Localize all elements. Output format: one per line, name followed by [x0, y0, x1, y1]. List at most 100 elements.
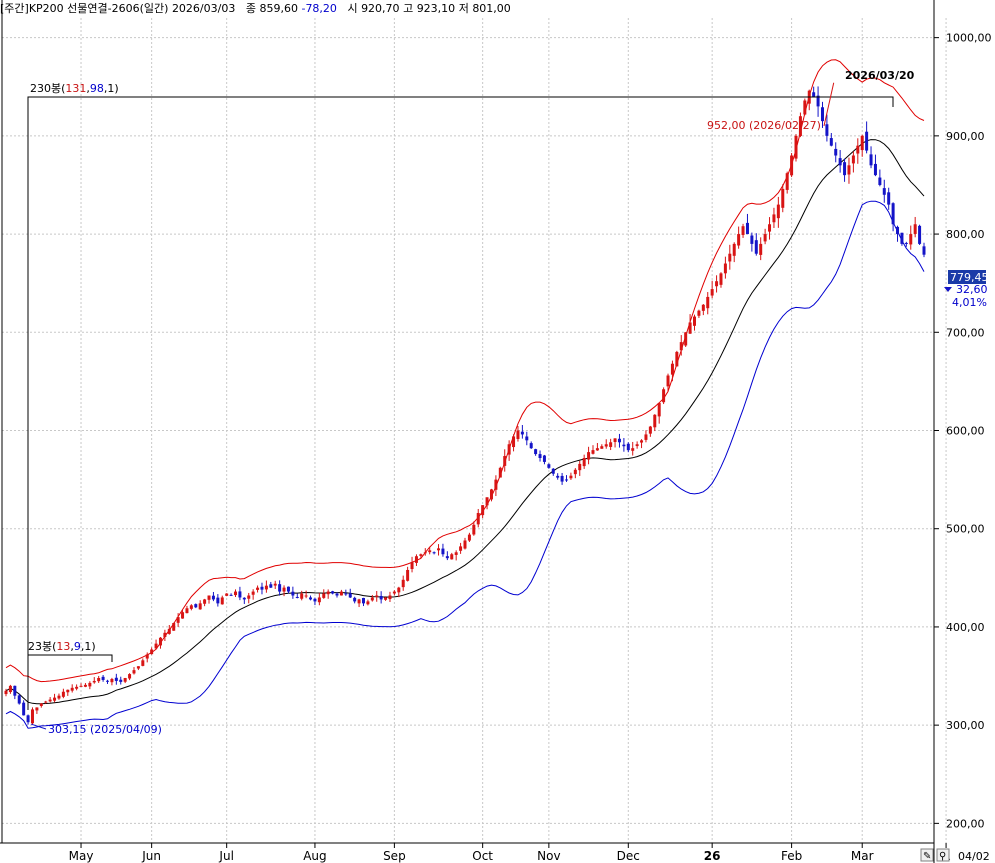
down-candle — [445, 556, 449, 559]
corner-date: 04/02 — [958, 850, 990, 863]
up-candle — [61, 691, 65, 697]
up-candle — [397, 587, 401, 593]
down-candle — [843, 162, 847, 176]
up-candle — [463, 540, 467, 549]
down-candle — [22, 702, 26, 716]
up-candle — [662, 389, 666, 403]
grid-lines — [2, 18, 947, 843]
down-candle — [119, 679, 123, 682]
up-candle — [75, 686, 79, 689]
up-candle — [472, 524, 476, 535]
edit-icon[interactable] — [920, 848, 934, 862]
down-candle — [900, 232, 904, 244]
down-candle — [106, 680, 110, 682]
up-candle — [653, 414, 657, 428]
zoom-icon-glyph: ⚲ — [939, 851, 946, 862]
high-marker-arrow — [823, 82, 835, 127]
up-candle — [57, 695, 61, 699]
up-candle — [437, 548, 441, 551]
y-tick-label: 600,00 — [946, 425, 985, 438]
down-candle — [194, 604, 198, 608]
down-candle — [295, 596, 299, 598]
high-marker-label: 952,00 (2026/02/27) — [707, 119, 821, 132]
low-value: 801,00 — [472, 2, 511, 15]
up-candle — [741, 226, 745, 235]
x-tick-label: 26 — [704, 849, 721, 863]
up-candle — [207, 595, 211, 600]
period-toggle[interactable]: [주간] — [0, 2, 29, 15]
up-candle — [189, 605, 193, 609]
down-candle — [13, 685, 17, 696]
up-candle — [88, 682, 92, 687]
up-candle — [225, 593, 229, 596]
up-candle — [635, 444, 639, 447]
up-candle — [392, 591, 396, 594]
down-candle — [865, 131, 869, 151]
down-candle — [26, 715, 30, 723]
last-price-value: 779,45 — [950, 271, 989, 284]
close-label: 종 — [245, 2, 256, 15]
low-marker-label: 303,15 (2025/04/09) — [48, 723, 162, 736]
up-candle — [670, 363, 674, 375]
down-candle — [291, 591, 295, 596]
open-label: 시 — [347, 2, 358, 15]
up-candle — [154, 643, 158, 649]
down-candle — [286, 586, 290, 592]
up-candle — [613, 438, 617, 442]
y-tick-label: 900,00 — [946, 130, 985, 143]
up-candle — [578, 463, 582, 471]
low-marker-arrow — [30, 723, 47, 730]
up-candle — [8, 685, 12, 693]
down-candle — [361, 597, 365, 604]
up-candle — [414, 556, 418, 563]
y-tick-label: 300,00 — [946, 719, 985, 732]
down-candle — [838, 158, 842, 166]
up-candle — [419, 554, 423, 556]
down-candle — [878, 177, 882, 185]
up-candle — [772, 214, 776, 223]
down-candle — [745, 222, 749, 235]
up-candle — [375, 595, 379, 597]
down-candle — [379, 595, 383, 600]
up-candle — [781, 188, 785, 208]
down-candle — [525, 436, 529, 441]
up-candle — [640, 440, 644, 443]
up-candle — [110, 678, 114, 683]
up-candle — [35, 707, 39, 711]
y-tick-label: 200,00 — [946, 817, 985, 830]
up-candle — [167, 628, 171, 634]
up-candle — [388, 595, 392, 600]
down-candle — [750, 235, 754, 244]
bar230-bracket — [27, 96, 894, 710]
down-candle — [834, 148, 838, 156]
up-candle — [300, 593, 304, 599]
down-candle — [829, 138, 833, 146]
up-candle — [30, 709, 34, 724]
up-candle — [719, 273, 723, 285]
down-candle — [542, 455, 546, 462]
up-candle — [507, 444, 511, 455]
down-candle — [432, 552, 436, 554]
up-candle — [798, 116, 802, 136]
down-candle — [335, 593, 339, 596]
x-tick-label: Oct — [472, 849, 493, 863]
up-candle — [794, 135, 798, 159]
zoom-icon[interactable] — [936, 848, 950, 862]
down-candle — [887, 192, 891, 205]
down-candle — [626, 443, 630, 451]
up-candle — [644, 434, 648, 440]
up-candle — [53, 697, 57, 701]
up-candle — [406, 569, 410, 581]
up-candle — [489, 489, 493, 500]
up-candle — [706, 296, 710, 309]
up-candle — [198, 603, 202, 610]
down-candle — [538, 454, 542, 458]
up-candle — [697, 310, 701, 316]
up-candle — [710, 289, 714, 296]
up-candle — [732, 243, 736, 256]
down-candle — [560, 475, 564, 482]
open-value: 920,70 — [361, 2, 400, 15]
up-candle — [790, 155, 794, 176]
down-candle — [114, 677, 118, 681]
